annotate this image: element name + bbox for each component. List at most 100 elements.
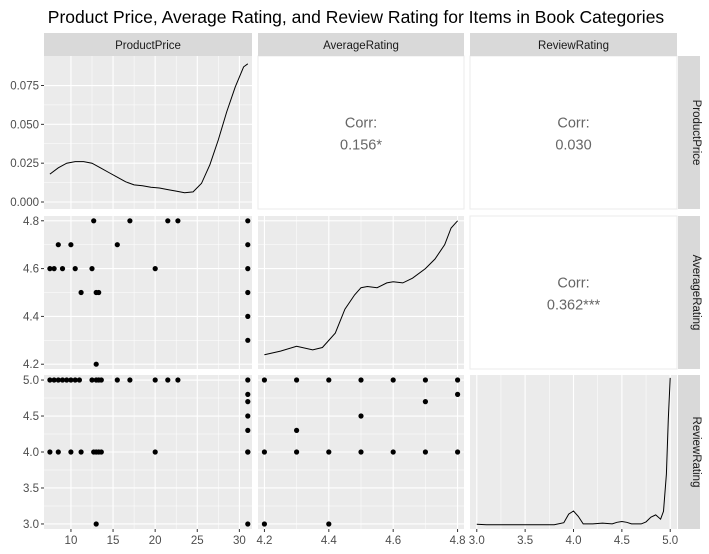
scatter-point-price-avgrating [245, 218, 251, 224]
x-tick-label: 4.8 [450, 535, 466, 547]
scatter-point-avgrating-reviewrating [422, 377, 428, 383]
corr-value-price-avgrating: 0.156* [340, 138, 382, 154]
scatter-point-avgrating-reviewrating [294, 449, 300, 455]
y-tick-label: 3.5 [23, 483, 39, 495]
scatter-point-avgrating-reviewrating [326, 377, 332, 383]
y-tick-label: 4.8 [23, 216, 39, 228]
scatter-point-avgrating-reviewrating [390, 377, 396, 383]
strip-top-label-AverageRating: AverageRating [323, 40, 399, 52]
scatter-point-price-reviewrating [165, 377, 171, 383]
scatter-point-price-avgrating [114, 242, 120, 248]
x-tick-label: 3.0 [469, 535, 485, 547]
scatter-point-avgrating-reviewrating [261, 449, 267, 455]
panel-AverageRating-AverageRating [258, 216, 464, 369]
strip-top-ReviewRating [470, 33, 677, 56]
scatter-point-price-reviewrating [47, 377, 53, 383]
scatter-point-avgrating-reviewrating [326, 449, 332, 455]
scatter-point-price-avgrating [72, 266, 78, 272]
scatter-point-price-avgrating [175, 218, 181, 224]
x-tick-label: 20 [149, 535, 162, 547]
scatter-point-price-reviewrating [76, 377, 82, 383]
scatter-point-price-avgrating [55, 242, 61, 248]
scatter-point-price-reviewrating [55, 377, 61, 383]
scatter-point-price-reviewrating [245, 391, 251, 397]
scatter-point-avgrating-reviewrating [455, 449, 461, 455]
scatter-point-price-reviewrating [175, 377, 181, 383]
scatter-point-price-reviewrating [68, 449, 74, 455]
scatter-point-price-reviewrating [68, 377, 74, 383]
scatter-point-price-reviewrating [72, 377, 78, 383]
strip-right-label-ProductPrice: ProductPrice [690, 100, 702, 166]
scatter-point-avgrating-reviewrating [455, 377, 461, 383]
corr-label-price-reviewrating: Corr: [557, 116, 589, 132]
scatter-point-price-avgrating [93, 361, 99, 367]
y-tick-label: 4.2 [23, 359, 39, 371]
y-tick-label: 0.025 [10, 158, 39, 170]
strip-top-AverageRating [258, 33, 464, 56]
scatter-point-price-avgrating [245, 313, 251, 319]
density-line-averagerating [264, 220, 458, 356]
scatter-point-avgrating-reviewrating [358, 413, 364, 419]
x-tick-label: 25 [191, 535, 204, 547]
x-tick-label: 4.2 [256, 535, 272, 547]
corr-value-price-reviewrating: 0.030 [555, 138, 591, 154]
y-tick-label: 4.0 [23, 447, 39, 459]
x-tick-label: 4.4 [321, 535, 338, 547]
y-tick-label: 0.050 [10, 119, 39, 131]
scatter-point-price-avgrating [68, 242, 74, 248]
panel-ReviewRating-ReviewRating [470, 375, 677, 529]
scatter-point-price-avgrating [91, 218, 97, 224]
panel-ReviewRating-ProductPrice [44, 375, 252, 529]
strip-right-label-ReviewRating: ReviewRating [690, 417, 702, 488]
density-line-reviewrating [476, 377, 671, 526]
panel-ProductPrice-AverageRating [257, 55, 465, 210]
x-tick-label: 10 [65, 535, 78, 547]
scatter-point-price-avgrating [152, 266, 158, 272]
scatter-point-price-avgrating [245, 242, 251, 248]
panel-ProductPrice-ReviewRating [469, 55, 678, 210]
scatter-point-price-reviewrating [47, 449, 53, 455]
x-tick-label: 30 [233, 535, 246, 547]
scatter-point-price-avgrating [245, 289, 251, 296]
scatter-point-price-avgrating [96, 289, 102, 296]
y-tick-label: 0.000 [10, 197, 39, 209]
y-tick-label: 4.6 [23, 264, 39, 276]
panel-AverageRating-ProductPrice [44, 216, 252, 369]
x-tick-label: 4.0 [566, 535, 582, 547]
density-line-productprice [49, 63, 249, 194]
scatter-point-price-avgrating [245, 266, 251, 272]
scatter-point-avgrating-reviewrating [294, 427, 300, 433]
scatter-point-price-avgrating [127, 218, 133, 224]
y-tick-label: 4.4 [23, 311, 40, 323]
plot-layer: Corr: 0.156* Corr: 0.030 Corr: 0.362*** Produc… [10, 33, 702, 547]
scatter-point-avgrating-reviewrating [358, 377, 364, 383]
corr-value-avgrating-reviewrating: 0.362*** [547, 298, 601, 314]
scatter-point-avgrating-reviewrating [261, 377, 267, 383]
strip-top-ProductPrice [44, 33, 252, 56]
correlation-panel-bg [257, 55, 465, 210]
scatter-point-price-reviewrating [152, 449, 158, 455]
y-tick-label: 3.0 [23, 519, 39, 531]
scatter-point-avgrating-reviewrating [390, 449, 396, 455]
scatter-point-avgrating-reviewrating [326, 521, 332, 527]
y-tick-label: 0.075 [10, 81, 39, 93]
y-tick-label: 5.0 [23, 375, 39, 387]
scatter-point-price-avgrating [89, 266, 95, 272]
corr-label-avgrating-reviewrating: Corr: [557, 276, 589, 292]
x-tick-label: 15 [107, 535, 120, 547]
strip-right-ProductPrice [678, 56, 700, 209]
scatter-point-avgrating-reviewrating [455, 391, 461, 397]
scatter-point-price-reviewrating [98, 449, 104, 455]
scatter-point-price-reviewrating [127, 377, 133, 383]
scatter-point-price-reviewrating [93, 521, 99, 527]
scatter-point-price-reviewrating [64, 377, 70, 383]
strip-right-label-AverageRating: AverageRating [690, 255, 702, 331]
x-tick-label: 3.5 [517, 535, 533, 547]
scatter-point-price-reviewrating [245, 377, 251, 383]
scatter-point-price-avgrating [47, 266, 53, 272]
scatter-point-avgrating-reviewrating [294, 377, 300, 383]
scatter-point-avgrating-reviewrating [422, 399, 428, 405]
scatter-point-price-reviewrating [245, 449, 251, 455]
panel-ReviewRating-AverageRating [258, 375, 464, 529]
